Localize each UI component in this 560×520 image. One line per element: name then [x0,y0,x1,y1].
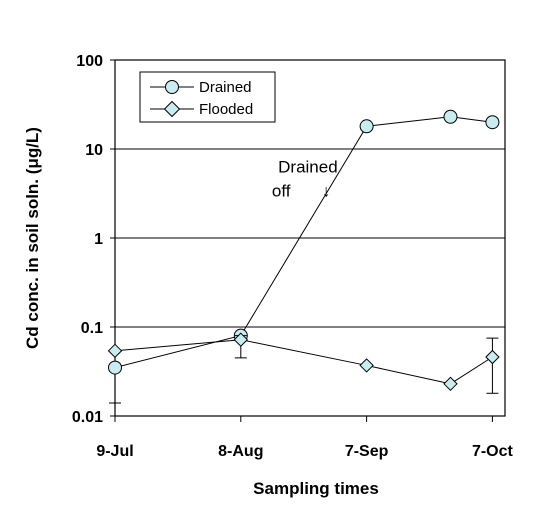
y-tick-label: 100 [76,53,103,70]
series-flooded [107,332,500,394]
data-point-drained [443,109,458,124]
down-arrow-icon: ↓ [322,181,331,200]
axis-ticks: 0.01 0.1 1 10 100 9-Jul 8-Aug 7-Sep 7-Oct [72,53,514,460]
annotation-line1: Drained [278,157,338,176]
y-tick-label: 0.1 [81,320,103,337]
x-tick-label: 8-Aug [218,443,263,460]
y-axis-title: Cd conc. in soil soln. (μg/L) [23,127,42,349]
legend-box [139,71,276,123]
x-axis-title: Sampling times [253,479,379,498]
grid-lines [115,148,505,328]
y-tick-label: 0.01 [72,409,103,426]
x-tick-label: 7-Oct [472,443,514,460]
x-tick-label: 7-Sep [345,443,389,460]
data-point-flooded [359,358,374,373]
data-point-flooded [485,349,500,365]
annotation-line2: off [272,181,291,200]
data-point-flooded [107,343,123,359]
data-point-flooded [443,376,458,392]
y-tick-label: 10 [85,142,103,159]
data-point-drained [485,115,500,130]
legend-flooded-label: Flooded [199,101,253,118]
y-tick-label: 1 [94,231,103,248]
legend-drained-marker [165,80,179,94]
x-tick-label: 9-Jul [96,443,133,460]
data-series [107,109,500,404]
series-drained [108,109,500,404]
legend-flooded-marker [163,100,181,118]
data-point-flooded [233,332,249,347]
legend-drained-label: Drained [199,79,252,96]
legend: Drained Flooded [139,71,276,123]
data-point-drained [108,360,122,375]
data-point-drained [359,119,374,134]
drained-off-annotation: Drained off ↓ [272,157,338,200]
